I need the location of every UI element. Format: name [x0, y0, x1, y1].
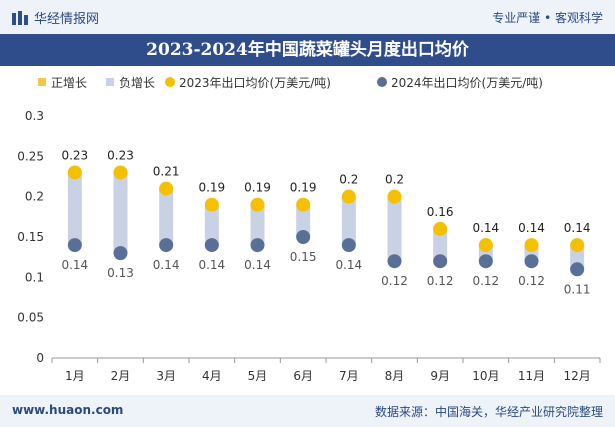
top-bar: 华经情报网 专业严谨 • 客观科学: [0, 0, 615, 34]
point-2024: [478, 254, 493, 269]
x-tick-label: 5月: [248, 369, 268, 383]
data-label-2024: 0.12: [518, 274, 545, 288]
data-label-2023: 0.2: [339, 173, 358, 187]
x-tick-label: 7月: [339, 369, 359, 383]
x-tick-label: 4月: [202, 369, 222, 383]
data-label-2024: 0.12: [427, 274, 454, 288]
x-tick-label: 1月: [65, 369, 85, 383]
x-tick-label: 9月: [430, 369, 450, 383]
negative-growth-bar: [296, 204, 311, 237]
point-2024: [250, 238, 265, 253]
brand-name: 华经情报网: [34, 12, 100, 27]
negative-growth-bar: [67, 172, 82, 246]
chart-area: 正增长 负增长 2023年出口均价(万美元/吨) 2024年出口均价(万美元/吨) 0 0…: [17, 76, 601, 383]
point-2023: [524, 238, 539, 253]
y-tick-label: 0.25: [17, 149, 44, 163]
x-tick-label: 2月: [111, 369, 131, 383]
point-2023: [159, 181, 174, 196]
footer-site: www.huaon.com: [12, 403, 124, 417]
data-label-2024: 0.14: [61, 258, 88, 272]
data-label-2023: 0.2: [385, 173, 404, 187]
point-2024: [296, 230, 311, 244]
data-label-2024: 0.15: [290, 250, 317, 264]
y-tick-label: 0.2: [25, 190, 44, 204]
legend-label: 2023年出口均价(万美元/吨): [179, 76, 331, 90]
data-label-2024: 0.14: [335, 258, 362, 272]
footer-source: 数据来源：中国海关，华经产业研究院整理: [374, 405, 603, 419]
data-label-2024: 0.11: [564, 282, 591, 296]
data-label-2024: 0.14: [244, 258, 271, 272]
point-2023: [433, 221, 448, 236]
negative-growth-bar: [387, 196, 402, 262]
legend-swatch-negative: [106, 78, 114, 86]
data-label-2023: 0.19: [290, 181, 317, 195]
x-tick-label: 12月: [564, 369, 591, 383]
data-label-2024: 0.14: [153, 258, 180, 272]
point-2023: [204, 197, 219, 212]
data-label-2023: 0.21: [153, 165, 180, 179]
data-label-2023: 0.14: [472, 221, 499, 235]
legend-label: 负增长: [119, 76, 155, 90]
data-label-2024: 0.13: [107, 266, 134, 280]
data-label-2023: 0.14: [564, 221, 591, 235]
point-2024: [341, 238, 356, 253]
point-2024: [433, 254, 448, 269]
brand-logo-icon: [12, 10, 28, 25]
y-tick-label: 0: [36, 351, 44, 365]
data-label-2023: 0.14: [518, 221, 545, 235]
point-2024: [113, 246, 128, 261]
y-tick-label: 0.15: [17, 230, 44, 244]
data-label-2023: 0.19: [198, 181, 225, 195]
point-2024: [570, 262, 585, 277]
data-label-2023: 0.19: [244, 181, 271, 195]
negative-growth-bar: [159, 188, 174, 246]
y-tick-label: 0.1: [25, 270, 44, 284]
data-label-2023: 0.23: [61, 148, 88, 162]
negative-growth-bar: [433, 228, 448, 262]
chart-title: 2023-2024年中国蔬菜罐头月度出口均价: [0, 34, 615, 66]
y-tick-label: 0.3: [25, 109, 44, 123]
legend-label: 正增长: [51, 76, 87, 90]
x-tick-label: 6月: [293, 369, 313, 383]
point-2023: [113, 165, 128, 180]
x-tick-label: 3月: [156, 369, 176, 383]
data-label-2024: 0.12: [381, 274, 408, 288]
point-2024: [204, 238, 219, 253]
legend-marker-2023: [165, 77, 175, 87]
x-tick-label: 8月: [385, 369, 405, 383]
y-tick-label: 0.05: [17, 311, 44, 325]
point-2023: [296, 197, 311, 212]
x-tick-label: 10月: [472, 369, 499, 383]
point-2024: [524, 254, 539, 269]
point-2023: [250, 197, 265, 212]
tagline: 专业严谨 • 客观科学: [492, 11, 603, 25]
point-2023: [67, 165, 82, 180]
point-2024: [67, 238, 82, 253]
point-2023: [341, 189, 356, 204]
point-2024: [159, 238, 174, 253]
negative-growth-bar: [341, 196, 356, 246]
legend-marker-2024: [377, 77, 387, 87]
data-label-2023: 0.23: [107, 148, 134, 162]
point-2023: [570, 238, 585, 253]
data-label-2024: 0.14: [198, 258, 225, 272]
point-2023: [387, 189, 402, 204]
legend-label: 2024年出口均价(万美元/吨): [391, 76, 543, 90]
legend-swatch-positive: [38, 78, 46, 86]
x-tick-label: 11月: [518, 369, 545, 383]
point-2024: [387, 254, 402, 269]
data-label-2023: 0.16: [427, 205, 454, 219]
negative-growth-bar: [204, 204, 219, 246]
negative-growth-bar: [113, 172, 128, 254]
negative-growth-bar: [250, 204, 265, 246]
footer-bar: www.huaon.com 数据来源：中国海关，华经产业研究院整理: [0, 395, 615, 427]
brand: 华经情报网: [12, 8, 99, 27]
point-2023: [478, 238, 493, 253]
data-label-2024: 0.12: [472, 274, 499, 288]
